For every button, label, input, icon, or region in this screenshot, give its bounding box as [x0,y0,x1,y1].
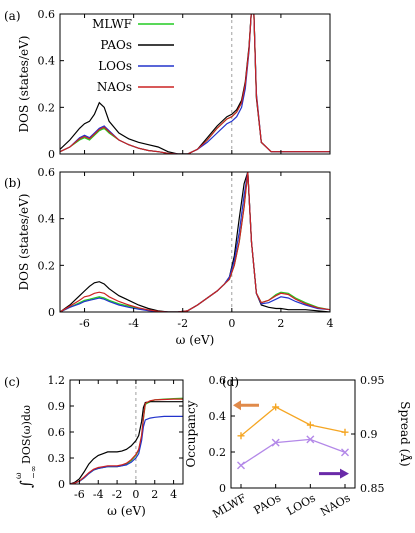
legend-label: LOOs [98,59,132,73]
x-tick-label: -2 [112,488,123,501]
legend-label: MLWF [92,17,132,31]
point-marker [272,403,280,411]
series-occupancy [240,406,346,437]
y-axis-label: DOS (states/eV) [17,36,31,133]
occupancy-axis-arrow-head [233,400,241,411]
y-tick-label: 0.6 [48,426,66,439]
point-marker [341,428,349,436]
x-tick-label: 0 [228,317,235,330]
y-tick-label: 0.2 [38,101,56,114]
series-mlwf [70,397,183,484]
y-label-integral: ∫ [17,480,35,488]
y-label-lower: −∞ [29,466,38,479]
panel-3: 0 0.2 0.4 0.6 0.85 0.9 0.95 MLWF PAOs LOOs NAOs Occ… [184,374,413,521]
series-naos [60,14,330,154]
y-tick-label: 0.9 [48,400,66,413]
panel-tag: (c) [4,375,20,389]
series-paos [70,401,183,484]
panel-tag: (a) [4,9,21,23]
category-label: PAOs [252,491,284,517]
series-naos [60,172,330,312]
panel-1: -6 -4 -2 0 2 4 0 0.2 0.4 0.6 DOS (states/eV) ω (eV)… [4,166,334,347]
y-axis-label: DOS (states/eV) [17,194,31,291]
point-marker [237,432,245,440]
series-paos [60,172,330,312]
y-tick-label: 0 [219,482,226,495]
spread-axis-arrow-head [340,468,349,479]
x-axis-label: ω (eV) [107,504,146,518]
series-loos [70,415,183,484]
plot-frame [230,379,356,489]
y2-tick-label: 0.95 [360,374,385,387]
x-tick-label: -6 [74,488,85,501]
y2-tick-label: 0.85 [360,482,385,495]
series-naos [70,398,183,484]
point-marker [237,461,245,470]
y2-axis-label: Spread (Å) [398,401,413,466]
y-tick-label: 0.4 [209,410,227,423]
y-tick-label: 1.2 [48,374,66,387]
x-axis-label: ω (eV) [176,333,215,347]
plot-frame [69,379,184,485]
panel-tag: (d) [222,375,239,389]
plot-frame [59,13,331,155]
y-tick-label: 0.4 [38,55,56,68]
y-axis-label: ∫ω −∞ DOS(ω)dω [14,405,38,488]
plot-frame [59,171,331,313]
y-axis-label: Occupancy [184,400,198,467]
point-marker [341,448,349,457]
x-tick-label: 2 [277,317,284,330]
legend-label: PAOs [100,38,132,52]
x-tick-label: -4 [128,317,139,330]
x-tick-label: 0 [132,488,139,501]
legend-label: NAOs [97,80,132,94]
y-tick-label: 0.6 [38,8,56,21]
y-tick-label: 0 [48,306,55,319]
y-tick-label: 0.6 [209,374,227,387]
panel-0: 0 0.2 0.4 0.6 DOS (states/eV) (a) MLWF PAOs LOOs… [4,8,331,161]
category-label: LOOs [284,491,318,518]
y-tick-label: 0 [48,148,55,161]
x-tick-label: -6 [79,317,90,330]
x-tick-label: -4 [93,488,104,501]
point-marker [306,435,315,444]
y-tick-label: 0.2 [209,446,227,459]
x-tick-label: 4 [327,317,334,330]
y-label-upper: ω [14,472,23,479]
y-tick-label: 0.2 [38,259,56,272]
y-label-body: DOS(ω)dω [20,405,33,464]
y-tick-label: 0.3 [48,452,66,465]
y-tick-label: 0 [58,478,65,491]
panel-2: -6 -4 -2 0 2 400.30.60.91.2ω (eV)∫ω −∞DOS(ω)dω… [4,374,184,518]
series-spread [240,438,346,466]
category-label: NAOs [318,491,353,519]
y-tick-label: 0.6 [38,166,56,179]
point-marker [271,438,280,447]
series-mlwf [60,172,330,312]
category-label: MLWF [210,491,248,521]
y2-tick-label: 0.9 [360,428,378,441]
x-tick-label: 2 [151,488,158,501]
panel-tag: (b) [4,176,21,190]
x-tick-label: -2 [177,317,188,330]
point-marker [306,421,314,429]
y-tick-label: 0.4 [38,213,56,226]
x-tick-label: 4 [170,488,177,501]
series-loos [60,172,330,312]
